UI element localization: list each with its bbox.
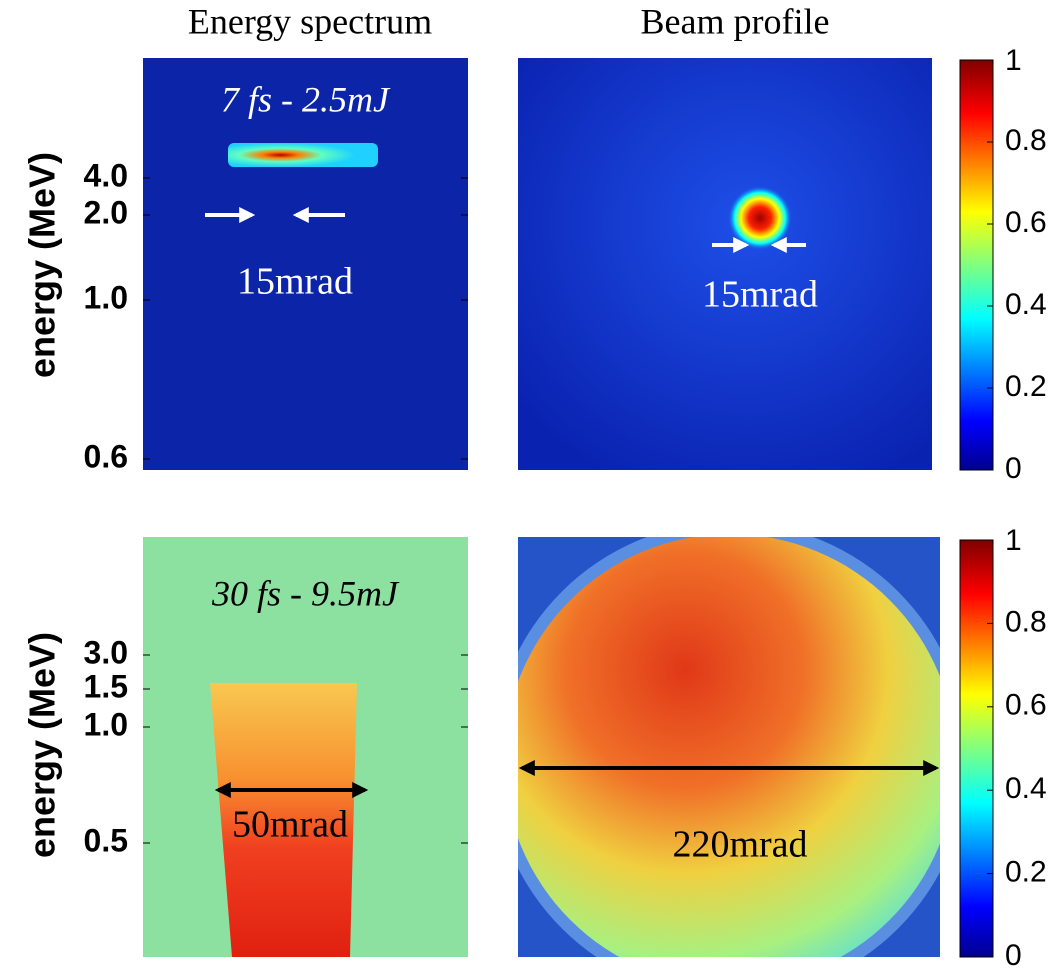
width-label: 50mrad <box>232 804 348 846</box>
colorbar-tick-label: 0.4 <box>1005 288 1047 321</box>
y-tick-label: 2.0 <box>84 194 128 230</box>
profile-image <box>518 58 932 470</box>
y-tick-label: 1.0 <box>84 279 128 315</box>
y-axis-label: energy (MeV) <box>22 632 63 858</box>
spectrum-image <box>143 58 468 470</box>
colorbar-tick-label: 0 <box>1005 939 1022 972</box>
width-label: 15mrad <box>237 261 353 303</box>
beam-disk <box>518 537 940 957</box>
y-tick-label: 4.0 <box>84 157 128 193</box>
colorbar-tick-label: 0 <box>1005 452 1022 485</box>
width-label: 15mrad <box>702 274 818 316</box>
colorbar-tick-label: 0.2 <box>1005 856 1047 889</box>
colorbar-tick-label: 1 <box>1005 524 1022 557</box>
column-title: Beam profile <box>641 1 830 41</box>
width-label: 220mrad <box>672 824 807 866</box>
beam-spot <box>728 186 792 250</box>
colorbar <box>959 59 994 471</box>
colorbar-tick-label: 0.6 <box>1005 206 1047 239</box>
colorbar-tick-label: 0.2 <box>1005 370 1047 403</box>
y-tick-label: 1.5 <box>84 668 128 704</box>
y-tick-label: 0.6 <box>84 438 128 474</box>
colorbar <box>959 539 994 958</box>
colorbar-tick-label: 1 <box>1005 44 1022 77</box>
annotation: 30 fs - 9.5mJ <box>211 573 400 613</box>
y-tick-label: 0.5 <box>84 822 128 858</box>
colorbar-tick-label: 0.4 <box>1005 772 1047 805</box>
colorbar-tick-label: 0.8 <box>1005 605 1047 638</box>
spectrum-region <box>210 683 357 957</box>
y-tick-label: 1.0 <box>84 706 128 742</box>
colorbar-tick-label: 0.8 <box>1005 124 1047 157</box>
y-axis-label: energy (MeV) <box>22 152 63 378</box>
y-tick-label: 3.0 <box>84 634 128 670</box>
colorbar-tick-label: 0.6 <box>1005 689 1047 722</box>
annotation: 7 fs - 2.5mJ <box>221 79 391 119</box>
spectrum-peak <box>228 143 378 167</box>
column-title: Energy spectrum <box>188 1 432 41</box>
